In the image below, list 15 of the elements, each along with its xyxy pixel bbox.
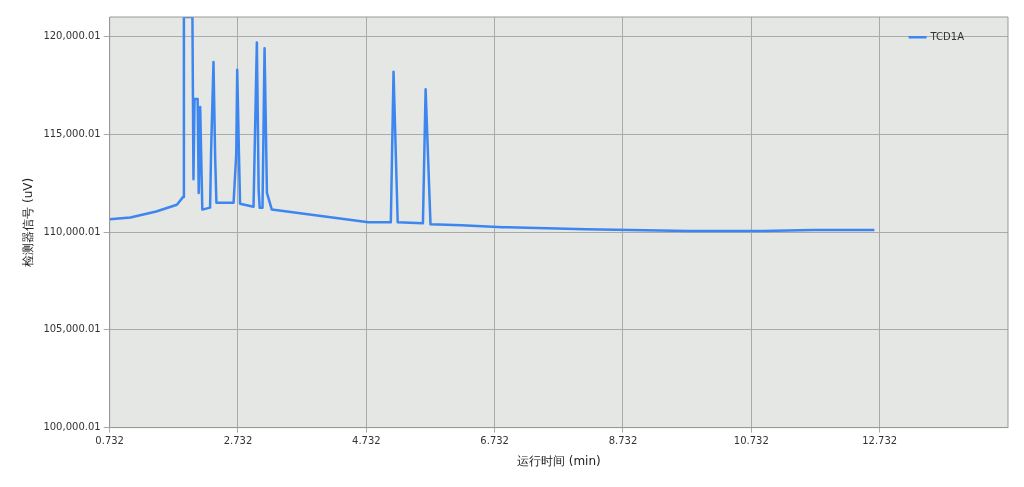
x-tick-label: 10.732 — [733, 435, 769, 447]
x-tick-label: 8.732 — [608, 435, 638, 447]
x-tick-label: 12.732 — [862, 435, 898, 447]
x-tick-label: 0.732 — [95, 435, 124, 447]
x-tick-label: 4.732 — [352, 435, 381, 447]
legend-label: TCD1A — [929, 30, 965, 42]
x-tick-label: 2.732 — [223, 435, 253, 447]
x-axis-title: 运行时间 (min) — [516, 453, 601, 468]
y-tick-label: 105,000.01 — [43, 323, 101, 335]
y-tick-label: 120,000.01 — [43, 30, 101, 42]
x-tick-label: 6.732 — [480, 435, 509, 447]
y-axis-title: 检测器信号 (uV) — [21, 177, 36, 267]
y-tick-label: 115,000.01 — [43, 127, 101, 139]
y-tick-label: 110,000.01 — [43, 225, 101, 237]
y-tick-label: 100,000.01 — [43, 421, 101, 433]
